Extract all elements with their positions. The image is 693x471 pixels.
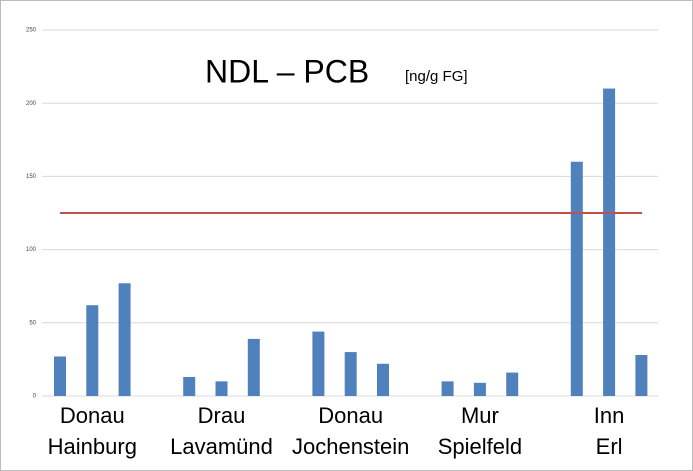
x-tick-label: Jochenstein	[292, 434, 409, 459]
bar	[54, 356, 66, 396]
x-tick-label: Mur	[461, 403, 499, 428]
x-tick-label: Donau	[60, 403, 125, 428]
bar	[570, 161, 583, 396]
x-tick-label: Drau	[198, 403, 246, 428]
plot-area: 0 50 100 150 200 250	[26, 28, 658, 400]
bar	[441, 381, 454, 396]
x-tick-label: Donau	[318, 403, 383, 428]
bar	[344, 352, 357, 396]
bar	[247, 338, 260, 396]
x-tick-label: Hainburg	[48, 434, 137, 459]
y-tick-label: 150	[26, 174, 37, 180]
y-tick-label: 100	[26, 247, 37, 253]
title-box	[185, 48, 515, 100]
x-tick-label: Inn	[594, 403, 625, 428]
bar	[635, 355, 648, 396]
chart-title: NDL – PCB	[205, 53, 369, 89]
bar	[86, 305, 99, 396]
chart-subtitle: [ng/g FG]	[405, 68, 468, 85]
x-tick-label: Spielfeld	[438, 434, 522, 459]
bar	[603, 88, 616, 396]
y-tick-label: 0	[33, 394, 37, 400]
x-tick-label: Lavamünd	[170, 434, 273, 459]
bar	[312, 331, 325, 396]
bar	[118, 283, 131, 396]
bar	[215, 381, 228, 396]
bar	[183, 376, 196, 396]
y-tick-label: 200	[26, 101, 37, 107]
y-tick-label: 50	[29, 320, 36, 326]
bar	[377, 363, 389, 396]
bar	[506, 372, 519, 396]
x-tick-label: Erl	[596, 434, 623, 459]
y-tick-label: 250	[26, 28, 37, 34]
bar	[473, 382, 486, 396]
